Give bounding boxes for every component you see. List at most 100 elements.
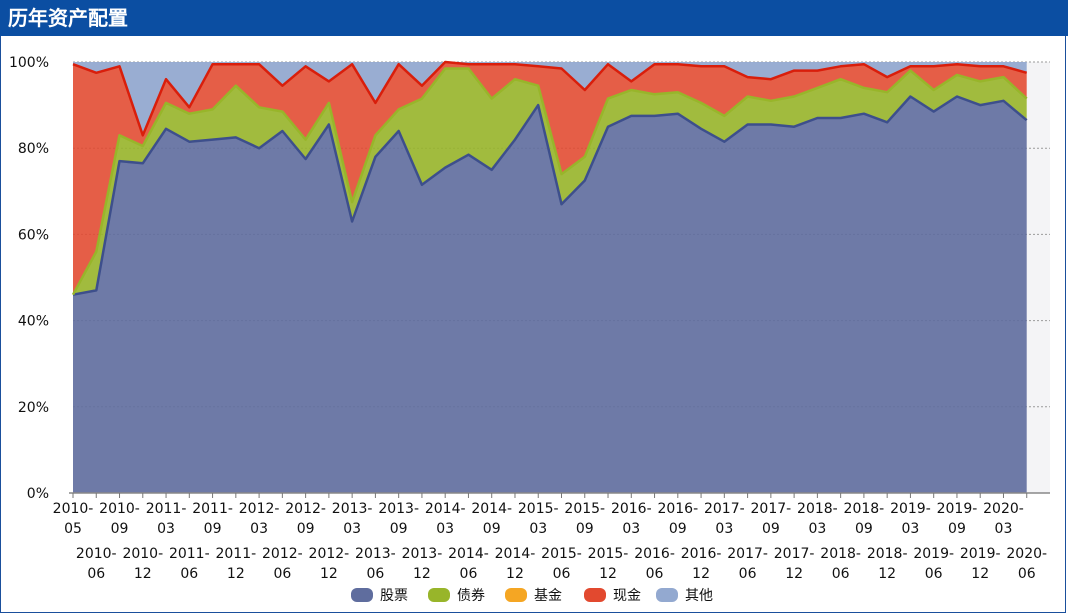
x-tick-label-month: 03 — [343, 521, 361, 537]
x-tick-label-month: 12 — [971, 566, 989, 582]
x-tick-label: 2017- — [727, 546, 768, 562]
header-bar: 历年资产配置 — [0, 0, 1068, 36]
x-tick-label: 2020- — [983, 501, 1024, 517]
x-tick-label-month: 09 — [948, 521, 966, 537]
x-tick-label-month: 09 — [483, 521, 501, 537]
x-tick-label: 2014- — [495, 546, 536, 562]
x-tick-label-month: 06 — [460, 566, 478, 582]
y-tick-label: 80% — [18, 141, 49, 157]
x-tick-label-month: 12 — [413, 566, 431, 582]
x-tick-label-month: 06 — [273, 566, 291, 582]
other-area — [73, 62, 1027, 136]
x-tick-label: 2015- — [588, 546, 629, 562]
cash-line — [72, 60, 1028, 137]
x-tick-label-month: 12 — [134, 566, 152, 582]
x-tick-label-month: 12 — [599, 566, 617, 582]
x-tick-label: 2017- — [774, 546, 815, 562]
x-tick-label: 2010- — [53, 501, 94, 517]
x-tick-label-month: 09 — [669, 521, 687, 537]
x-tick-label: 2016- — [657, 501, 698, 517]
x-tick-label: 2010- — [76, 546, 117, 562]
x-tick-label: 2016- — [634, 546, 675, 562]
stock-line — [72, 95, 1028, 296]
x-tick-label-month: 12 — [692, 566, 710, 582]
x-tick-label: 2018- — [820, 546, 861, 562]
x-tick-label: 2018- — [844, 501, 885, 517]
y-tick-label: 60% — [18, 227, 49, 243]
x-tick-label: 2012- — [309, 546, 350, 562]
x-tick-label-month: 12 — [506, 566, 524, 582]
bond-line — [71, 67, 1028, 296]
x-tick-label: 2013- — [355, 546, 396, 562]
x-tick-label-month: 03 — [808, 521, 826, 537]
x-tick-label-month: 09 — [297, 521, 315, 537]
x-tick-label: 2016- — [611, 501, 652, 517]
x-tick-label: 2016- — [681, 546, 722, 562]
x-tick-label-month: 03 — [902, 521, 920, 537]
x-tick-label: 2010- — [99, 501, 140, 517]
x-tick-label-month: 06 — [553, 566, 571, 582]
x-tick-label: 2018- — [867, 546, 908, 562]
x-tick-label: 2017- — [751, 501, 792, 517]
x-tick-label-month: 03 — [622, 521, 640, 537]
legend-swatch — [428, 588, 450, 602]
x-tick-label-month: 03 — [250, 521, 268, 537]
legend-swatch — [505, 588, 527, 602]
legend-swatch — [656, 588, 678, 602]
x-tick-label-month: 09 — [762, 521, 780, 537]
legend-label: 股票 — [380, 588, 408, 604]
x-tick-label-month: 09 — [204, 521, 222, 537]
x-tick-label-month: 03 — [529, 521, 547, 537]
asset-allocation-chart: 0% 20% 40% 60% 80% 100% 2010- 05 2010- 06 2010- 09 2… — [9, 55, 1050, 604]
x-tick-label-month: 06 — [180, 566, 198, 582]
x-tick-label: 2014- — [448, 546, 489, 562]
cash-area — [73, 62, 1027, 295]
x-tick-label-month: 09 — [576, 521, 594, 537]
x-tick-label-month: 03 — [157, 521, 175, 537]
x-tick-label-month: 06 — [646, 566, 664, 582]
x-tick-label: 2019- — [890, 501, 931, 517]
x-tick-label: 2011- — [146, 501, 187, 517]
legend-label: 其他 — [685, 588, 713, 604]
x-tick-label: 2011- — [192, 501, 233, 517]
x-tick-label: 2011- — [169, 546, 210, 562]
x-tick-label: 2010- — [122, 546, 163, 562]
x-tick-label: 2011- — [215, 546, 256, 562]
x-tick-label-month: 12 — [878, 566, 896, 582]
x-tick-label-month: 09 — [111, 521, 129, 537]
y-tick-label: 40% — [18, 314, 49, 330]
x-tick-label-month: 06 — [832, 566, 850, 582]
x-tick-label-month: 12 — [320, 566, 338, 582]
x-tick-label-month: 03 — [715, 521, 733, 537]
x-tick-label-month: 09 — [390, 521, 408, 537]
stock-area — [73, 96, 1027, 493]
y-tick-label: 0% — [27, 486, 49, 502]
x-tick-label: 2019- — [913, 546, 954, 562]
x-tick-label: 2013- — [402, 546, 443, 562]
x-tick-label: 2012- — [262, 546, 303, 562]
x-tick-label-month: 06 — [87, 566, 105, 582]
x-tick-label: 2018- — [797, 501, 838, 517]
x-tick-label-month: 09 — [855, 521, 873, 537]
x-tick-label: 2015- — [564, 501, 605, 517]
x-tick-label-month: 03 — [436, 521, 454, 537]
y-tick-label: 100% — [9, 55, 49, 71]
x-tick-label: 2015- — [541, 546, 582, 562]
legend-label: 现金 — [613, 588, 641, 604]
x-tick-label: 2019- — [937, 501, 978, 517]
x-tick-label-month: 12 — [785, 566, 803, 582]
x-tick-label-month: 05 — [64, 521, 82, 537]
y-tick-label: 20% — [18, 400, 49, 416]
x-tick-label: 2017- — [704, 501, 745, 517]
x-tick-label-month: 12 — [227, 566, 245, 582]
x-tick-label: 2013- — [332, 501, 373, 517]
x-tick-label: 2019- — [960, 546, 1001, 562]
x-tick-label: 2014- — [425, 501, 466, 517]
x-tick-label-month: 03 — [995, 521, 1013, 537]
x-tick-label-month: 06 — [366, 566, 384, 582]
legend-label: 债券 — [457, 588, 485, 604]
legend-swatch — [351, 588, 373, 602]
x-tick-label: 2020- — [1006, 546, 1047, 562]
page-title: 历年资产配置 — [8, 6, 128, 30]
x-tick-label: 2012- — [285, 501, 326, 517]
